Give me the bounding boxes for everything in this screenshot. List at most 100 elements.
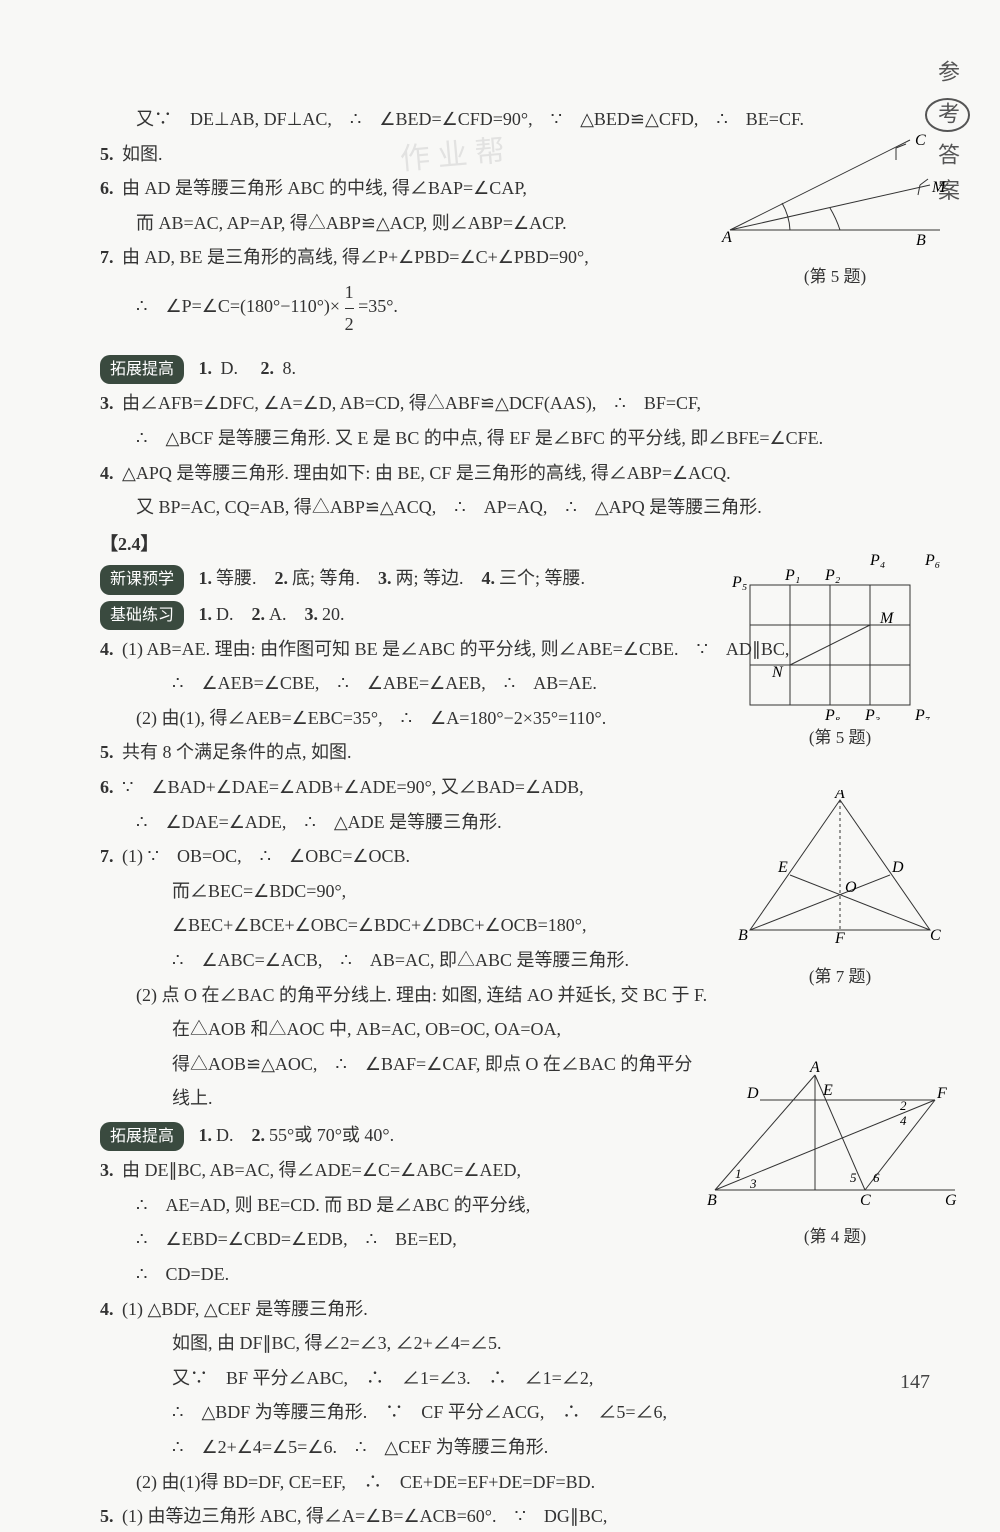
item-text: 三个; 等腰. <box>499 568 585 588</box>
item-text: 共有 8 个满足条件的点, 如图. <box>122 742 352 762</box>
text-line: 又 BP=AC, CQ=AB, 得△ABP≌△ACQ, ∴ AP=AQ, ∴ △… <box>100 492 940 523</box>
item-text: 等腰. <box>216 568 257 588</box>
svg-text:B: B <box>738 927 748 944</box>
item-num: 6. <box>100 178 114 198</box>
svg-text:P₅: P₅ <box>731 574 747 591</box>
item-text: 20. <box>322 604 345 624</box>
item-text: A. <box>269 604 287 624</box>
item-num: 4. <box>100 639 114 659</box>
item-text: 底; 等角. <box>292 568 360 588</box>
item-num: 6. <box>100 777 114 797</box>
text-line: 如图, 由 DF∥BC, 得∠2=∠3, ∠2+∠4=∠5. <box>100 1328 940 1359</box>
svg-text:F: F <box>834 930 845 947</box>
item-num: 7. <box>100 846 114 866</box>
figure-caption: (第 5 题) <box>730 724 950 753</box>
svg-text:C: C <box>930 927 941 944</box>
item-text: (1) 由等边三角形 ABC, 得∠A=∠B=∠ACB=60°. ∵ DG∥BC… <box>122 1506 607 1526</box>
item-num: 5. <box>100 742 114 762</box>
svg-text:P₈: P₈ <box>824 707 840 720</box>
item-num: 1. <box>199 568 213 588</box>
item-num: 1. <box>199 358 213 378</box>
item-num: 4. <box>482 568 496 588</box>
section-label-tuozhan: 拓展提高 <box>100 355 184 384</box>
page: 参 考 答 案 作 业 帮 又∵ DE⊥AB, DF⊥AC, ∴ ∠BED=∠C… <box>0 0 1000 1449</box>
item-text: 8. <box>283 358 297 378</box>
svg-text:C: C <box>860 1192 871 1209</box>
svg-text:M: M <box>931 179 947 196</box>
item-num: 2. <box>275 568 289 588</box>
figure-caption: (第 5 题) <box>720 263 950 292</box>
item-num: 7. <box>100 247 114 267</box>
figure-7: A B C E D O F (第 7 题) <box>730 790 950 992</box>
section-row: 拓展提高 1. D. 2. 8. <box>100 353 940 384</box>
text-line: 在△AOB 和△AOC 中, AB=AC, OB=OC, OA=OA, <box>100 1014 940 1045</box>
figure-5-top: A B C M (第 5 题) <box>720 130 950 292</box>
svg-text:5: 5 <box>850 1170 857 1185</box>
figure-caption: (第 4 题) <box>705 1223 965 1252</box>
item-num: 2. <box>261 358 275 378</box>
svg-text:A: A <box>721 229 732 246</box>
svg-text:P₁: P₁ <box>784 567 800 584</box>
item-num: 3. <box>305 604 319 624</box>
item-text: (1) ∵ OB=OC, ∴ ∠OBC=∠OCB. <box>122 846 410 866</box>
item-num: 3. <box>100 393 114 413</box>
text-line: 3. 由∠AFB=∠DFC, ∠A=∠D, AB=CD, 得△ABF≌△DCF(… <box>100 388 940 419</box>
triangle-icon: A B C E D O F <box>730 790 950 950</box>
fraction: 1 2 <box>345 277 354 339</box>
figure-4: A B C G D E F 1 3 2 4 5 6 (第 4 题) <box>705 1060 965 1252</box>
text-line: 又∵ BF 平分∠ABC, ∴ ∠1=∠3. ∴ ∠1=∠2, <box>100 1363 940 1394</box>
section-label-jichu: 基础练习 <box>100 601 184 630</box>
item-text: △APQ 是等腰三角形. 理由如下: 由 BE, CF 是三角形的高线, 得∠A… <box>122 463 731 483</box>
svg-text:F: F <box>936 1085 947 1102</box>
svg-text:E: E <box>822 1082 833 1099</box>
angle-icon: A B C M <box>720 130 950 250</box>
item-num: 2. <box>252 604 266 624</box>
eq-post: =35°. <box>358 296 398 316</box>
item-text: D. <box>216 604 234 624</box>
item-text: 如图. <box>122 144 163 164</box>
svg-text:D: D <box>746 1085 759 1102</box>
svg-text:C: C <box>915 132 926 149</box>
svg-text:D: D <box>891 859 904 876</box>
item-num: 1. <box>199 604 213 624</box>
item-text: D. <box>216 1125 234 1145</box>
item-num: 3. <box>100 1160 114 1180</box>
item-num: 2. <box>252 1125 266 1145</box>
svg-text:6: 6 <box>873 1170 880 1185</box>
svg-text:O: O <box>845 879 857 896</box>
svg-text:P₂: P₂ <box>824 567 841 584</box>
grid-icon: P₁ P₂ P₄ P₆ P₅ M N P₈ P₃ P₇ <box>730 545 950 720</box>
svg-text:3: 3 <box>749 1176 757 1191</box>
item-text: (1) AB=AE. 理由: 由作图可知 BE 是∠ABC 的平分线, 则∠AB… <box>122 639 789 659</box>
item-num: 1. <box>199 1125 213 1145</box>
text-line: ∴ CD=DE. <box>100 1259 940 1290</box>
text-line: 5. (1) 由等边三角形 ABC, 得∠A=∠B=∠ACB=60°. ∵ DG… <box>100 1501 940 1532</box>
item-num: 3. <box>378 568 392 588</box>
item-text: 55°或 70°或 40°. <box>269 1125 394 1145</box>
denominator: 2 <box>345 314 354 334</box>
svg-text:B: B <box>916 232 926 249</box>
svg-text:A: A <box>834 790 845 802</box>
item-num: 4. <box>100 1299 114 1319</box>
text-line: ∴ ∠2+∠4=∠5=∠6. ∴ △CEF 为等腰三角形. <box>100 1432 940 1463</box>
figure-caption: (第 7 题) <box>730 963 950 992</box>
item-text: 由∠AFB=∠DFC, ∠A=∠D, AB=CD, 得△ABF≌△DCF(AAS… <box>122 393 701 413</box>
svg-text:P₇: P₇ <box>914 707 931 720</box>
section-label-xinke: 新课预学 <box>100 565 184 594</box>
item-text: (1) △BDF, △CEF 是等腰三角形. <box>122 1299 368 1319</box>
svg-text:M: M <box>879 610 895 627</box>
text-line: ∴ △BDF 为等腰三角形. ∵ CF 平分∠ACG, ∴ ∠5=∠6, <box>100 1397 940 1428</box>
tab-char: 参 <box>935 60 960 86</box>
svg-text:P₆: P₆ <box>924 552 940 569</box>
svg-text:A: A <box>809 1060 820 1076</box>
item-text: 由 AD, BE 是三角形的高线, 得∠P+∠PBD=∠C+∠PBD=90°, <box>122 247 589 267</box>
item-text: 两; 等边. <box>396 568 464 588</box>
text-line: 4. (1) △BDF, △CEF 是等腰三角形. <box>100 1294 940 1325</box>
section-label-tuozhan: 拓展提高 <box>100 1122 184 1151</box>
text-line: 4. △APQ 是等腰三角形. 理由如下: 由 BE, CF 是三角形的高线, … <box>100 458 940 489</box>
tab-char: 考 <box>925 98 970 132</box>
svg-text:E: E <box>777 859 788 876</box>
text-line: ∴ △BCF 是等腰三角形. 又 E 是 BC 的中点, 得 EF 是∠BFC … <box>100 423 940 454</box>
page-number: 147 <box>900 1365 930 1399</box>
svg-text:P₄: P₄ <box>869 552 885 569</box>
